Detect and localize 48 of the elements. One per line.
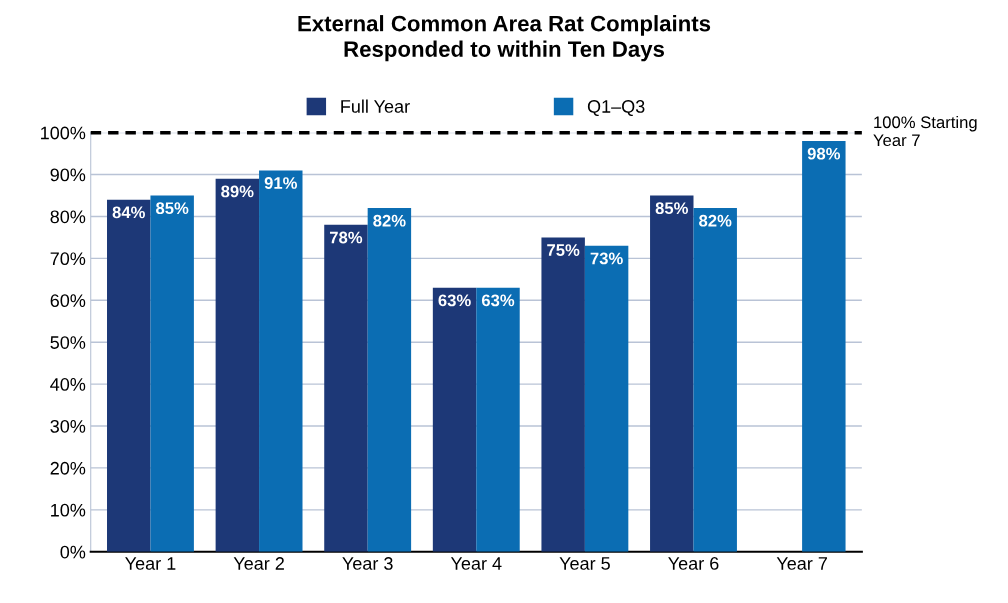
bar [259,170,303,552]
data-label: 98% [807,147,841,160]
data-label: 85% [655,202,689,215]
data-label: 89% [221,185,254,198]
bar [693,208,737,552]
x-tick-label: Year 6 [668,557,719,570]
bar [107,199,151,552]
data-label: 63% [481,294,515,307]
data-label: 82% [373,214,406,227]
y-tick-label: 40% [50,378,86,391]
y-tick-label: 30% [50,419,86,433]
bar [476,287,520,552]
bar [367,208,412,552]
bar [650,195,694,552]
bar [802,141,846,552]
bar [584,245,629,552]
y-tick-label: 60% [50,294,86,308]
data-label: 91% [264,177,298,189]
ref-line-label: 100% Starting Year 7 [873,115,977,147]
y-tick-label: 50% [50,336,86,349]
data-label: 63% [438,294,471,307]
chart-title: External Common Area Rat Complaints Responded to within Ten Days [298,15,711,62]
y-tick-label: 20% [50,461,86,475]
y-tick-label: 80% [50,210,86,224]
legend-label: Full Year [341,99,410,113]
bar [215,178,260,552]
bar [432,287,477,552]
y-tick-label: 70% [50,252,86,266]
bar [324,224,368,552]
bar [541,237,585,552]
y-tick-label: 90% [50,168,86,182]
data-label: 75% [547,244,580,256]
data-label: 84% [112,206,145,219]
data-label: 82% [699,214,732,227]
x-tick-label: Year 5 [559,557,610,570]
bar [150,195,194,552]
x-tick-label: Year 1 [125,557,176,570]
y-tick-label: 0% [60,545,86,559]
y-tick-label: 100% [41,126,86,140]
x-tick-label: Year 3 [342,557,393,570]
y-tick-label: 10% [51,503,86,517]
data-label: 85% [156,202,189,215]
data-label: 78% [329,231,363,244]
data-label: 73% [590,252,623,265]
legend-label: Q1–Q3 [587,100,645,117]
x-tick-label: Year 2 [233,557,284,570]
x-tick-label: Year 4 [450,557,502,570]
x-tick-label: Year 7 [776,557,827,570]
